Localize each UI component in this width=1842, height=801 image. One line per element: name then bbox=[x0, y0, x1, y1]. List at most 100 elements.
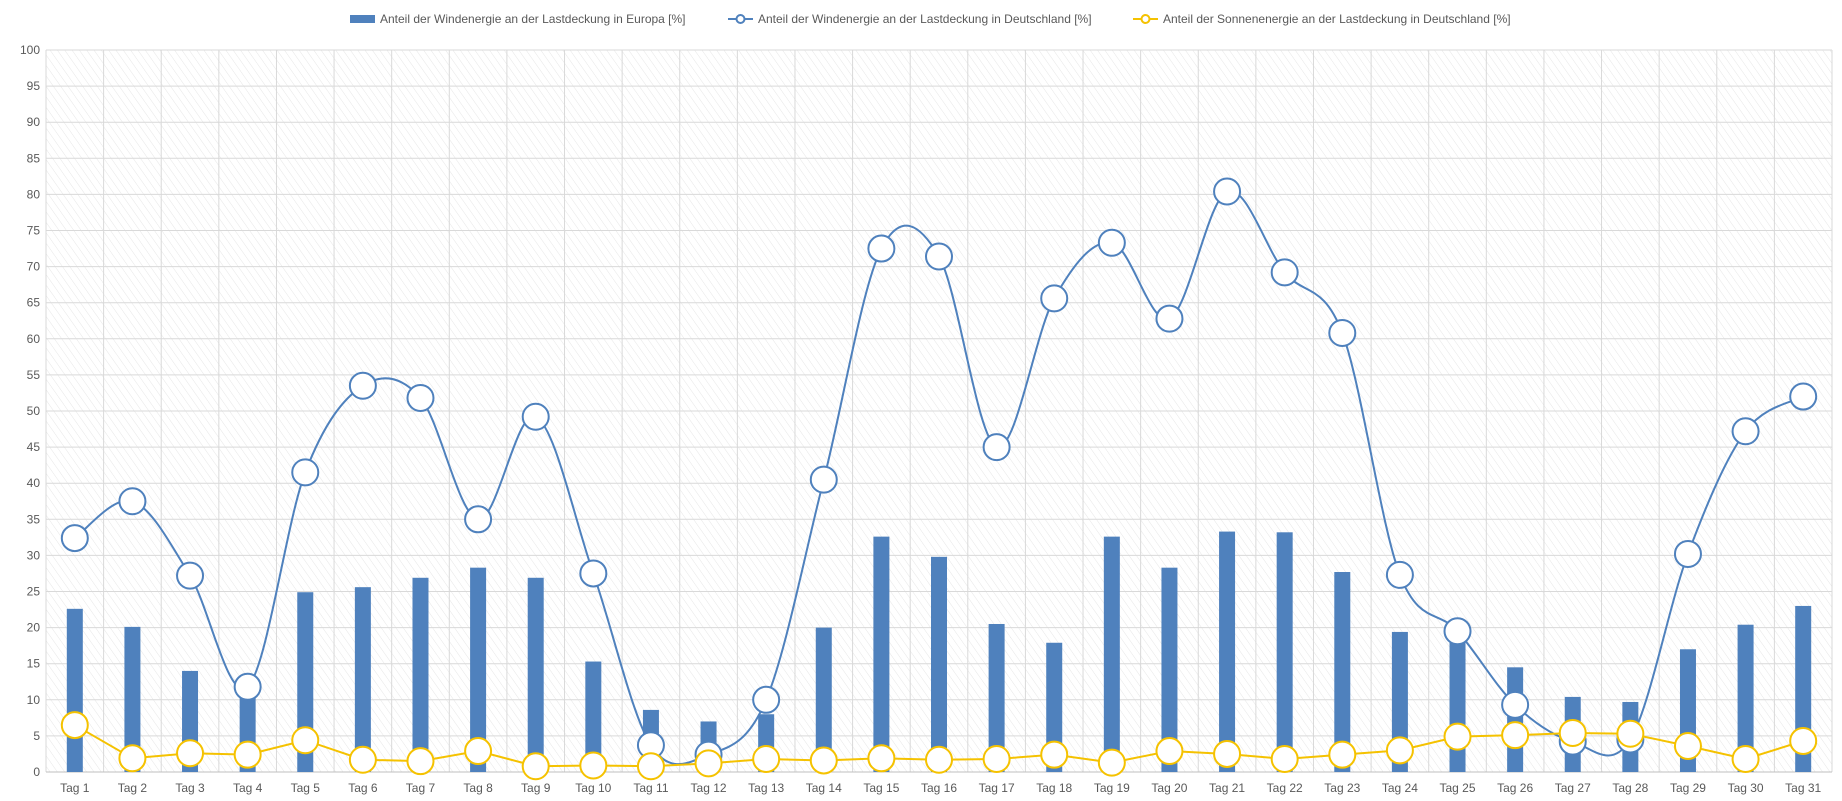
data-point bbox=[464, 505, 493, 534]
bar bbox=[988, 623, 1005, 772]
x-tick-label: Tag 23 bbox=[1324, 781, 1360, 795]
y-tick-label: 35 bbox=[27, 512, 41, 526]
data-point bbox=[1328, 319, 1357, 348]
data-point bbox=[1097, 228, 1126, 257]
data-point bbox=[60, 524, 89, 553]
legend-item-1: Anteil der Windenergie an der Lastdeckun… bbox=[350, 12, 686, 26]
legend-swatch-marker bbox=[1140, 14, 1151, 24]
data-point bbox=[348, 371, 377, 400]
y-tick-label: 45 bbox=[27, 440, 41, 454]
data-point bbox=[1501, 690, 1530, 719]
x-tick-label: Tag 12 bbox=[691, 781, 727, 795]
y-tick-label: 0 bbox=[33, 765, 40, 779]
legend-label: Anteil der Sonnenenergie an der Lastdeck… bbox=[1163, 12, 1511, 26]
data-point bbox=[464, 737, 493, 766]
data-point bbox=[636, 752, 665, 781]
data-point bbox=[1097, 748, 1126, 777]
data-point bbox=[925, 745, 953, 774]
x-tick-label: Tag 17 bbox=[979, 781, 1015, 795]
x-axis: Tag 1 Tag 2 Tag 3 Tag 4 Tag 5 Tag 6 Tag 7 Tag 8… bbox=[46, 771, 1832, 795]
data-point bbox=[1443, 722, 1472, 751]
data-point bbox=[118, 744, 147, 773]
x-tick-label: Tag 24 bbox=[1382, 781, 1418, 795]
data-point bbox=[1040, 284, 1069, 313]
y-tick-label: 10 bbox=[27, 693, 41, 707]
line-series-2 bbox=[60, 711, 1818, 781]
data-point bbox=[176, 739, 205, 768]
x-tick-label: Tag 16 bbox=[921, 781, 957, 795]
y-tick-label: 100 bbox=[20, 43, 40, 57]
y-tick-label: 25 bbox=[27, 585, 41, 599]
x-tick-label: Tag 8 bbox=[463, 781, 493, 795]
data-point bbox=[1731, 745, 1760, 774]
bar bbox=[815, 627, 832, 772]
data-point bbox=[521, 752, 550, 781]
y-tick-label: 15 bbox=[27, 657, 41, 671]
data-point bbox=[406, 747, 435, 776]
y-tick-label: 75 bbox=[27, 224, 41, 238]
y-tick-label: 50 bbox=[27, 404, 41, 418]
data-point bbox=[1328, 740, 1357, 769]
data-point bbox=[1616, 719, 1645, 748]
data-point bbox=[982, 745, 1011, 774]
y-tick-label: 5 bbox=[33, 729, 40, 743]
x-tick-label: Tag 4 bbox=[233, 781, 263, 795]
data-point bbox=[291, 726, 320, 755]
data-point bbox=[867, 744, 896, 773]
y-tick-label: 30 bbox=[27, 548, 41, 562]
bar bbox=[1507, 667, 1524, 772]
data-point bbox=[118, 487, 147, 516]
data-point bbox=[406, 384, 435, 413]
data-point bbox=[1270, 745, 1299, 774]
legend-label: Anteil der Windenergie an der Lastdeckun… bbox=[758, 12, 1092, 26]
bar bbox=[124, 626, 141, 772]
legend-label: Anteil der Windenergie an der Lastdeckun… bbox=[380, 12, 686, 26]
x-tick-label: Tag 25 bbox=[1440, 781, 1476, 795]
data-point bbox=[1155, 737, 1184, 766]
data-point bbox=[1673, 539, 1702, 568]
data-point bbox=[809, 465, 838, 494]
y-tick-label: 80 bbox=[27, 187, 41, 201]
data-point bbox=[1213, 739, 1242, 768]
bar bbox=[585, 661, 602, 772]
data-point bbox=[1155, 304, 1184, 333]
data-point bbox=[1385, 736, 1414, 765]
bar bbox=[66, 608, 83, 772]
data-point bbox=[752, 745, 781, 774]
x-tick-label: Tag 26 bbox=[1497, 781, 1533, 795]
x-tick-label: Tag 1 bbox=[60, 781, 90, 795]
data-point bbox=[1443, 617, 1472, 646]
data-point bbox=[579, 751, 608, 780]
y-tick-label: 20 bbox=[27, 621, 41, 635]
legend-item-3: Anteil der Sonnenenergie an der Lastdeck… bbox=[1133, 12, 1511, 26]
y-tick-label: 90 bbox=[27, 115, 41, 129]
x-tick-label: Tag 7 bbox=[406, 781, 436, 795]
x-tick-label: Tag 11 bbox=[633, 781, 668, 795]
y-tick-label: 85 bbox=[27, 151, 41, 165]
data-point bbox=[1673, 732, 1702, 761]
legend-swatch-marker bbox=[735, 14, 746, 24]
data-point bbox=[1270, 258, 1299, 287]
x-tick-label: Tag 9 bbox=[521, 781, 551, 795]
bar bbox=[1219, 531, 1236, 772]
data-point bbox=[752, 685, 781, 714]
data-point bbox=[233, 672, 262, 701]
bar bbox=[1737, 624, 1754, 772]
line-series-1 bbox=[60, 177, 1818, 769]
x-tick-label: Tag 31 bbox=[1785, 781, 1821, 795]
y-tick-label: 95 bbox=[27, 79, 41, 93]
y-tick-label: 65 bbox=[27, 296, 41, 310]
data-point bbox=[925, 242, 953, 271]
line-series bbox=[60, 177, 1818, 781]
x-tick-label: Tag 20 bbox=[1151, 781, 1187, 795]
x-tick-label: Tag 14 bbox=[806, 781, 842, 795]
legend-item-2: Anteil der Windenergie an der Lastdeckun… bbox=[728, 12, 1092, 26]
x-tick-label: Tag 30 bbox=[1728, 781, 1764, 795]
bar bbox=[1334, 572, 1351, 772]
bar bbox=[1103, 536, 1120, 772]
x-tick-label: Tag 22 bbox=[1267, 781, 1303, 795]
bar bbox=[931, 556, 947, 772]
y-tick-label: 70 bbox=[27, 260, 41, 274]
bar bbox=[873, 536, 890, 772]
x-tick-label: Tag 2 bbox=[118, 781, 148, 795]
